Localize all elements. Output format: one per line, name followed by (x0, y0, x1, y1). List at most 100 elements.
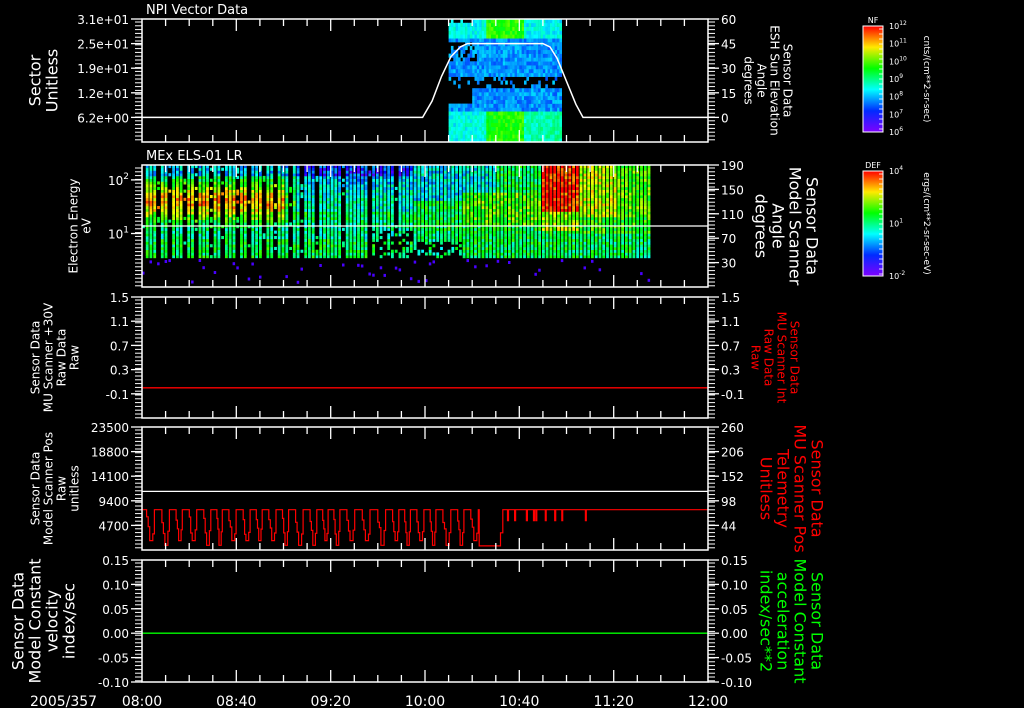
spectrogram-cell (564, 246, 568, 250)
spectrogram-cell (323, 225, 326, 229)
spectrogram-cell (387, 206, 391, 210)
spectrogram-cell (500, 134, 504, 139)
spectrogram-cell (572, 219, 575, 223)
spectrogram-cell (364, 197, 368, 201)
spectrogram-cell (500, 189, 504, 193)
spectrogram-cell (545, 165, 549, 169)
spectrogram-cell (247, 244, 251, 248)
spectrogram-cell (515, 214, 519, 218)
spectrogram-cell (428, 175, 432, 179)
spectrogram-cell (145, 203, 149, 207)
spectrogram-cell (496, 219, 500, 223)
spectrogram-cell (379, 266, 383, 270)
spectrogram-cell (281, 203, 285, 207)
spectrogram-cell (217, 181, 221, 185)
spectrogram-cell (505, 22, 508, 27)
spectrogram-cell (459, 238, 462, 242)
spectrogram-cell (477, 246, 481, 250)
spectrogram-cell (508, 197, 511, 201)
spectrogram-cell (460, 30, 463, 35)
spectrogram-cell (474, 76, 478, 81)
spectrogram-cell (330, 173, 334, 177)
spectrogram-cell (491, 130, 494, 135)
spectrogram-cell (547, 34, 551, 39)
spectrogram-cell (477, 175, 481, 179)
spectrogram-cell (455, 65, 459, 70)
spectrogram-cell (466, 173, 470, 177)
spectrogram-cell (462, 181, 466, 185)
spectrogram-cell (476, 26, 480, 31)
spectrogram-cell (557, 57, 560, 62)
spectrogram-cell (292, 206, 296, 210)
spectrogram-cell (579, 241, 583, 245)
spectrogram-cell (296, 246, 300, 250)
spectrogram-cell (232, 236, 236, 240)
spectrogram-cell (486, 84, 489, 89)
spectrogram-cell (436, 208, 440, 212)
spectrogram-cell (266, 246, 270, 250)
spectrogram-cell (545, 167, 549, 171)
spectrogram-cell (364, 192, 368, 196)
spectrogram-cell (505, 122, 508, 127)
spectrogram-cell (391, 170, 394, 174)
spectrogram-cell (508, 208, 511, 212)
spectrogram-cell (304, 211, 308, 215)
spectrogram-cell (530, 197, 534, 201)
spectrogram-cell (213, 214, 217, 218)
spectrogram-cell (228, 214, 232, 218)
spectrogram-cell (206, 227, 209, 231)
spectrogram-cell (508, 236, 511, 240)
spectrogram-cell (432, 238, 436, 242)
spectrogram-cell (213, 244, 217, 248)
spectrogram-cell (502, 45, 506, 51)
spectrogram-cell (448, 65, 452, 70)
spectrogram-cell (323, 246, 326, 250)
spectrogram-cell (474, 134, 478, 139)
spectrogram-cell (428, 197, 432, 201)
spectrogram-cell (448, 122, 452, 127)
spectrogram-cell (519, 203, 523, 207)
spectrogram-cell (296, 170, 300, 174)
spectrogram-cell (458, 57, 461, 62)
spectrogram-cell (240, 200, 243, 204)
spectrogram-cell (417, 227, 421, 231)
spectrogram-cell (486, 57, 489, 62)
spectrogram-cell (481, 252, 485, 256)
spectrogram-cell (349, 189, 353, 193)
spectrogram-cell (417, 233, 421, 237)
spectrogram-cell (330, 184, 334, 188)
spectrogram-cell (493, 45, 496, 51)
spectrogram-cell (550, 107, 553, 112)
spectrogram-cell (534, 165, 538, 169)
spectrogram-cell (458, 61, 461, 66)
spectrogram-cell (270, 192, 274, 196)
spectrogram-cell (311, 230, 315, 234)
spectrogram-cell (432, 200, 436, 204)
spectrogram-cell (450, 65, 454, 70)
spectrogram-cell (300, 267, 303, 271)
spectrogram-cell (450, 45, 454, 51)
spectrogram-cell (554, 49, 558, 54)
spectrogram-cell (349, 236, 353, 240)
spectrogram-cell (579, 203, 583, 207)
spectrogram-cell (417, 230, 421, 234)
spectrogram-cell (225, 238, 228, 242)
spectrogram-cell (202, 246, 206, 250)
spectrogram-cell (296, 225, 300, 229)
spectrogram-cell (538, 252, 541, 256)
spectrogram-cell (160, 246, 164, 250)
spectrogram-cell (451, 233, 455, 237)
spectrogram-cell (553, 252, 557, 256)
spectrogram-cell (531, 22, 534, 27)
spectrogram-cell (455, 206, 458, 210)
spectrogram-cell (428, 216, 432, 220)
spectrogram-cell (519, 103, 522, 108)
spectrogram-cell (560, 249, 564, 253)
spectrogram-cell (259, 173, 262, 177)
spectrogram-cell (542, 49, 546, 54)
spectrogram-cell (500, 65, 504, 70)
spectrogram-cell (440, 246, 443, 250)
spectrogram-cell (485, 197, 489, 201)
spectrogram-cell (500, 214, 504, 218)
spectrogram-cell (575, 165, 579, 169)
